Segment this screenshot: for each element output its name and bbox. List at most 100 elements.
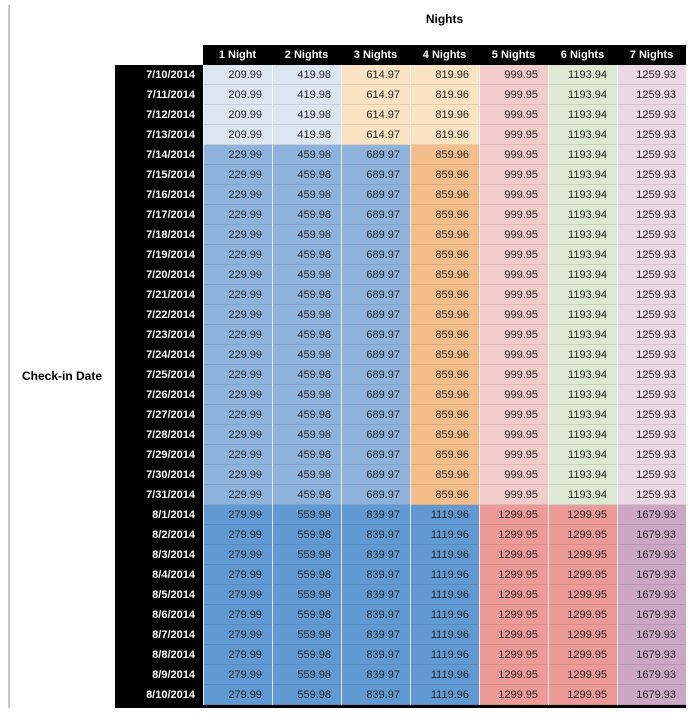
- price-cell[interactable]: 859.96: [410, 205, 479, 225]
- price-cell[interactable]: 1193.94: [548, 265, 617, 285]
- price-cell[interactable]: 999.95: [479, 485, 548, 505]
- price-cell[interactable]: 689.97: [341, 165, 410, 185]
- price-cell[interactable]: 689.97: [341, 205, 410, 225]
- price-cell[interactable]: 419.98: [272, 65, 341, 85]
- row-header-date[interactable]: 7/27/2014: [115, 405, 203, 425]
- price-cell[interactable]: 859.96: [410, 305, 479, 325]
- price-cell[interactable]: 559.98: [272, 505, 341, 525]
- price-cell[interactable]: 1193.94: [548, 385, 617, 405]
- price-cell[interactable]: 689.97: [341, 325, 410, 345]
- column-header-7-nights[interactable]: 7 Nights: [629, 49, 674, 61]
- price-cell[interactable]: 999.95: [479, 285, 548, 305]
- price-cell[interactable]: 1259.93: [617, 105, 686, 125]
- price-cell[interactable]: 1259.93: [617, 245, 686, 265]
- price-cell[interactable]: 1299.95: [479, 505, 548, 525]
- price-cell[interactable]: 614.97: [341, 125, 410, 145]
- price-cell[interactable]: 859.96: [410, 145, 479, 165]
- price-cell[interactable]: 209.99: [203, 125, 272, 145]
- row-header-date[interactable]: 7/29/2014: [115, 445, 203, 465]
- price-cell[interactable]: 839.97: [341, 625, 410, 645]
- price-cell[interactable]: 1193.94: [548, 245, 617, 265]
- price-cell[interactable]: 1679.93: [617, 605, 686, 625]
- price-cell[interactable]: 1299.95: [479, 645, 548, 665]
- price-cell[interactable]: 279.99: [203, 525, 272, 545]
- price-cell[interactable]: 819.96: [410, 85, 479, 105]
- price-cell[interactable]: 229.99: [203, 305, 272, 325]
- price-cell[interactable]: 999.95: [479, 425, 548, 445]
- price-cell[interactable]: 1299.95: [479, 565, 548, 585]
- price-cell[interactable]: 839.97: [341, 605, 410, 625]
- price-cell[interactable]: 859.96: [410, 225, 479, 245]
- price-cell[interactable]: 1259.93: [617, 365, 686, 385]
- row-header-date[interactable]: 7/13/2014: [115, 125, 203, 145]
- price-cell[interactable]: 459.98: [272, 225, 341, 245]
- price-cell[interactable]: 689.97: [341, 285, 410, 305]
- row-header-date[interactable]: 8/1/2014: [115, 505, 203, 525]
- column-header-3-nights[interactable]: 3 Nights: [353, 49, 398, 61]
- price-cell[interactable]: 1299.95: [479, 605, 548, 625]
- price-cell[interactable]: 689.97: [341, 445, 410, 465]
- price-cell[interactable]: 1259.93: [617, 265, 686, 285]
- price-cell[interactable]: 839.97: [341, 545, 410, 565]
- price-cell[interactable]: 279.99: [203, 665, 272, 685]
- price-cell[interactable]: 559.98: [272, 565, 341, 585]
- price-cell[interactable]: 1193.94: [548, 285, 617, 305]
- price-cell[interactable]: 459.98: [272, 165, 341, 185]
- price-cell[interactable]: 1679.93: [617, 525, 686, 545]
- price-cell[interactable]: 999.95: [479, 365, 548, 385]
- price-cell[interactable]: 859.96: [410, 325, 479, 345]
- price-cell[interactable]: 839.97: [341, 505, 410, 525]
- price-cell[interactable]: 1119.96: [410, 605, 479, 625]
- price-cell[interactable]: 689.97: [341, 145, 410, 165]
- price-cell[interactable]: 689.97: [341, 225, 410, 245]
- row-header-date[interactable]: 7/15/2014: [115, 165, 203, 185]
- price-cell[interactable]: 1299.95: [548, 565, 617, 585]
- price-cell[interactable]: 1679.93: [617, 645, 686, 665]
- price-cell[interactable]: 1299.95: [548, 505, 617, 525]
- price-cell[interactable]: 1119.96: [410, 525, 479, 545]
- price-cell[interactable]: 839.97: [341, 525, 410, 545]
- price-cell[interactable]: 859.96: [410, 485, 479, 505]
- row-header-date[interactable]: 7/18/2014: [115, 225, 203, 245]
- price-cell[interactable]: 229.99: [203, 245, 272, 265]
- price-cell[interactable]: 459.98: [272, 465, 341, 485]
- price-cell[interactable]: 999.95: [479, 265, 548, 285]
- price-cell[interactable]: 419.98: [272, 85, 341, 105]
- row-header-date[interactable]: 8/9/2014: [115, 665, 203, 685]
- price-cell[interactable]: 1193.94: [548, 465, 617, 485]
- price-cell[interactable]: 1679.93: [617, 545, 686, 565]
- price-cell[interactable]: 209.99: [203, 85, 272, 105]
- price-cell[interactable]: 1679.93: [617, 585, 686, 605]
- price-cell[interactable]: 229.99: [203, 485, 272, 505]
- price-cell[interactable]: 279.99: [203, 645, 272, 665]
- column-header-2-nights[interactable]: 2 Nights: [284, 49, 329, 61]
- price-cell[interactable]: 1259.93: [617, 325, 686, 345]
- price-cell[interactable]: 1299.95: [479, 625, 548, 645]
- price-cell[interactable]: 1299.95: [548, 605, 617, 625]
- price-cell[interactable]: 279.99: [203, 565, 272, 585]
- price-cell[interactable]: 819.96: [410, 125, 479, 145]
- price-cell[interactable]: 1193.94: [548, 85, 617, 105]
- price-cell[interactable]: 859.96: [410, 405, 479, 425]
- price-cell[interactable]: 459.98: [272, 345, 341, 365]
- price-cell[interactable]: 859.96: [410, 165, 479, 185]
- price-cell[interactable]: 999.95: [479, 65, 548, 85]
- price-cell[interactable]: 999.95: [479, 465, 548, 485]
- price-cell[interactable]: 614.97: [341, 105, 410, 125]
- price-cell[interactable]: 859.96: [410, 425, 479, 445]
- price-cell[interactable]: 229.99: [203, 145, 272, 165]
- price-cell[interactable]: 839.97: [341, 585, 410, 605]
- price-cell[interactable]: 419.98: [272, 125, 341, 145]
- price-cell[interactable]: 819.96: [410, 105, 479, 125]
- price-cell[interactable]: 689.97: [341, 265, 410, 285]
- price-cell[interactable]: 689.97: [341, 405, 410, 425]
- price-cell[interactable]: 1259.93: [617, 445, 686, 465]
- price-cell[interactable]: 1299.95: [548, 585, 617, 605]
- price-cell[interactable]: 459.98: [272, 385, 341, 405]
- price-cell[interactable]: 839.97: [341, 685, 410, 705]
- price-cell[interactable]: 1299.95: [548, 665, 617, 685]
- price-cell[interactable]: 1193.94: [548, 325, 617, 345]
- price-cell[interactable]: 459.98: [272, 265, 341, 285]
- price-cell[interactable]: 999.95: [479, 225, 548, 245]
- price-cell[interactable]: 689.97: [341, 365, 410, 385]
